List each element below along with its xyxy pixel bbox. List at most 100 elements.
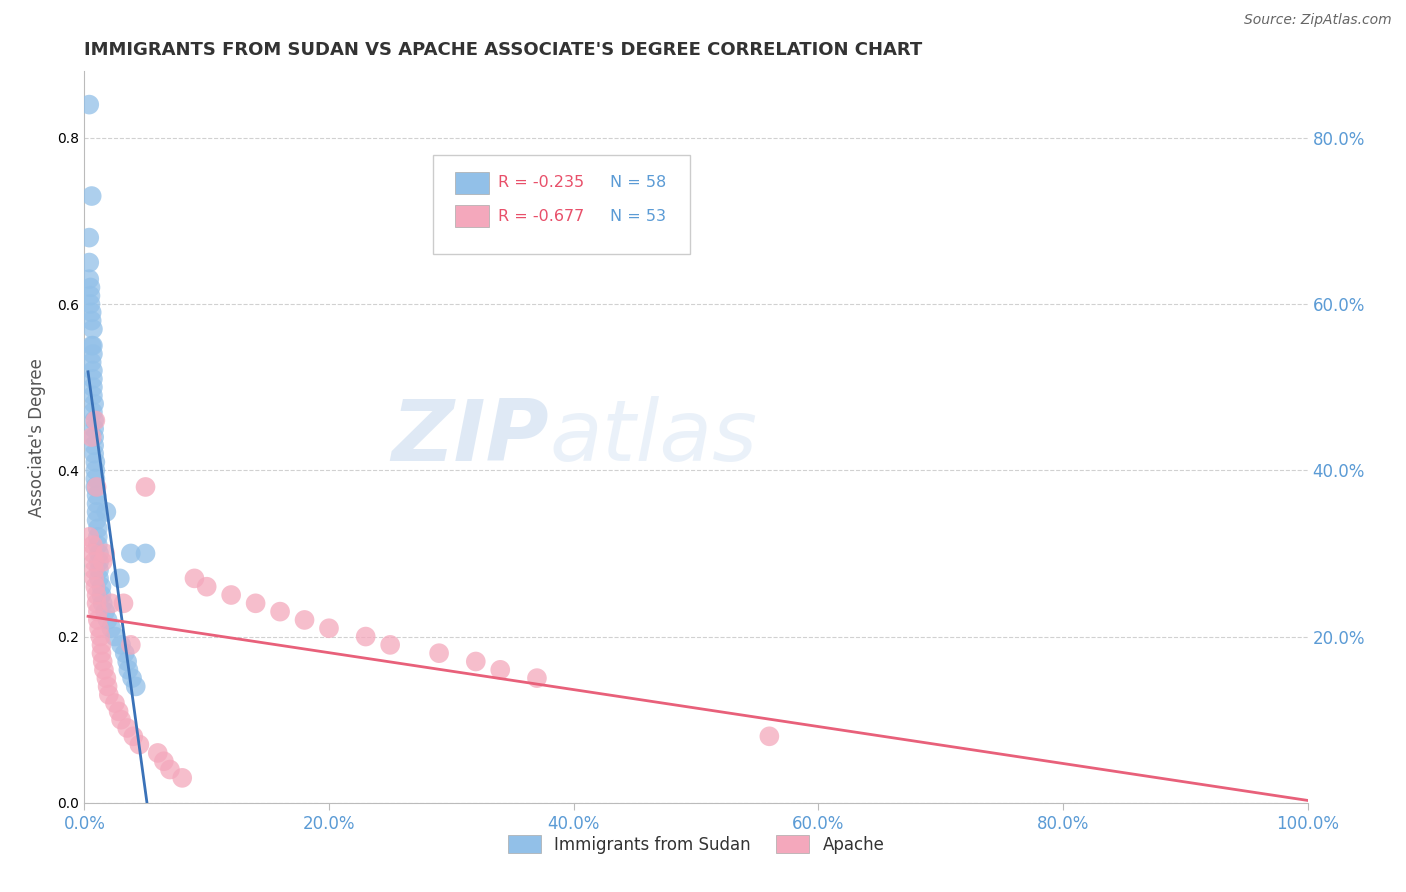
Point <box>86 596 108 610</box>
Point <box>87 555 110 569</box>
Point <box>84 413 107 427</box>
Point <box>86 488 108 502</box>
Text: N = 53: N = 53 <box>610 209 666 224</box>
Point <box>107 705 129 719</box>
Point <box>83 447 105 461</box>
Point <box>87 571 110 585</box>
Point <box>120 546 142 560</box>
Point <box>83 413 105 427</box>
Point <box>159 763 181 777</box>
Text: IMMIGRANTS FROM SUDAN VS APACHE ASSOCIATE'S DEGREE CORRELATION CHART: IMMIGRANTS FROM SUDAN VS APACHE ASSOCIAT… <box>84 41 922 59</box>
Point <box>83 555 105 569</box>
Point <box>87 521 110 535</box>
Point <box>100 596 122 610</box>
Point <box>153 754 176 768</box>
Point <box>94 605 117 619</box>
Point <box>82 372 104 386</box>
Point <box>93 663 115 677</box>
Point <box>114 646 136 660</box>
Point <box>489 663 512 677</box>
Text: Source: ZipAtlas.com: Source: ZipAtlas.com <box>1244 13 1392 28</box>
Point <box>83 430 105 444</box>
Point <box>82 388 104 402</box>
Point <box>82 347 104 361</box>
Point <box>90 580 112 594</box>
FancyBboxPatch shape <box>456 171 489 194</box>
Point <box>77 97 100 112</box>
Point <box>77 272 100 286</box>
Point <box>80 355 103 369</box>
Point <box>110 638 132 652</box>
Point <box>115 655 138 669</box>
Point <box>83 563 105 577</box>
Point <box>112 596 135 610</box>
Point <box>87 613 110 627</box>
Point <box>84 480 107 494</box>
Point <box>77 530 100 544</box>
Y-axis label: Associate's Degree: Associate's Degree <box>28 358 46 516</box>
Point <box>121 671 143 685</box>
Point <box>294 613 316 627</box>
Point <box>90 646 112 660</box>
FancyBboxPatch shape <box>433 155 690 254</box>
Point <box>195 580 218 594</box>
Point <box>100 621 122 635</box>
Point <box>80 430 103 444</box>
Point <box>77 255 100 269</box>
Text: atlas: atlas <box>550 395 758 479</box>
Point <box>97 688 120 702</box>
Point <box>80 314 103 328</box>
Point <box>108 571 131 585</box>
Point <box>526 671 548 685</box>
Text: ZIP: ZIP <box>391 395 550 479</box>
Point <box>83 571 105 585</box>
Point <box>79 289 101 303</box>
Point <box>91 596 114 610</box>
Point <box>87 546 110 560</box>
Point <box>84 463 107 477</box>
Point <box>82 322 104 336</box>
FancyBboxPatch shape <box>456 205 489 227</box>
Point <box>86 505 108 519</box>
Point <box>87 621 110 635</box>
Point <box>82 338 104 352</box>
Point <box>464 655 486 669</box>
Point <box>86 588 108 602</box>
Point <box>84 472 107 486</box>
Point <box>318 621 340 635</box>
Point <box>245 596 267 610</box>
Point <box>77 230 100 244</box>
Point <box>79 297 101 311</box>
Point <box>87 538 110 552</box>
Point <box>115 721 138 735</box>
Point <box>97 680 120 694</box>
Point <box>90 588 112 602</box>
Point <box>96 505 118 519</box>
Text: R = -0.677: R = -0.677 <box>498 209 583 224</box>
Point <box>135 546 157 560</box>
Point <box>86 480 108 494</box>
Point <box>82 380 104 394</box>
Point <box>354 630 377 644</box>
Legend: Immigrants from Sudan, Apache: Immigrants from Sudan, Apache <box>501 829 891 860</box>
Point <box>104 630 127 644</box>
Point <box>97 613 120 627</box>
Point <box>82 546 104 560</box>
Point <box>87 563 110 577</box>
Point <box>146 746 169 760</box>
Point <box>80 305 103 319</box>
Point <box>86 497 108 511</box>
Point <box>758 729 780 743</box>
Point <box>80 338 103 352</box>
Point <box>219 588 242 602</box>
Point <box>380 638 402 652</box>
Text: R = -0.235: R = -0.235 <box>498 175 583 190</box>
Point <box>183 571 205 585</box>
Point <box>117 663 139 677</box>
Point <box>84 580 107 594</box>
Point <box>122 729 145 743</box>
Point <box>86 513 108 527</box>
Point <box>135 480 157 494</box>
Point <box>87 530 110 544</box>
Point <box>82 538 104 552</box>
